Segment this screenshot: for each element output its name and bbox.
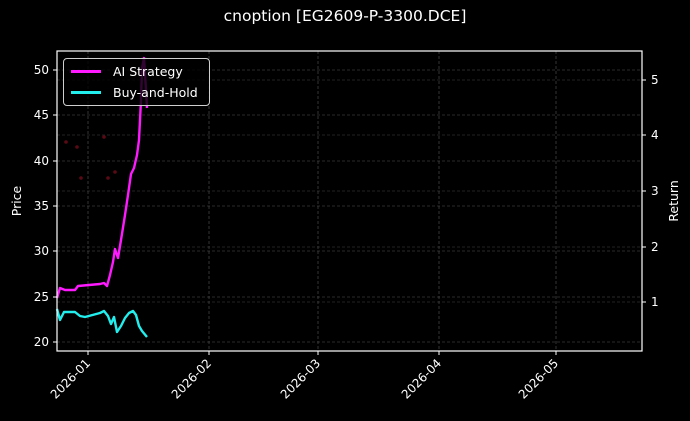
right-tick-label: 1 <box>651 295 659 309</box>
right-tick-label: 3 <box>651 184 659 198</box>
x-tick-label: 2026-03 <box>278 356 323 401</box>
x-tick-label: 2026-04 <box>399 356 444 401</box>
chart-title: cnoption [EG2609-P-3300.DCE] <box>223 7 467 25</box>
left-tick-label: 50 <box>34 63 49 77</box>
left-axis-label: Price <box>9 185 24 216</box>
legend-label: AI Strategy <box>113 63 183 79</box>
left-tick-label: 25 <box>34 290 49 304</box>
left-tick-label: 30 <box>34 244 49 258</box>
plot-frame <box>56 50 643 352</box>
x-tick-label: 2026-01 <box>48 356 93 401</box>
left-tick-label: 20 <box>34 335 49 349</box>
price-dot <box>102 135 106 139</box>
left-tick-label: 35 <box>34 199 49 213</box>
legend: AI Strategy Buy-and-Hold <box>63 58 210 106</box>
right-tick-label: 4 <box>651 128 659 142</box>
price-dot <box>106 176 110 180</box>
legend-item-ai-strategy: AI Strategy <box>71 62 183 80</box>
legend-swatch-ai-strategy <box>71 69 101 73</box>
right-tick-label: 5 <box>651 73 659 87</box>
x-tick-label: 2026-02 <box>169 356 214 401</box>
x-tick-label: 2026-05 <box>516 356 561 401</box>
price-dot <box>75 145 79 149</box>
right-axis-label: Return <box>666 180 681 221</box>
right-tick-label: 2 <box>651 240 659 254</box>
buy-and-hold-line <box>55 308 148 338</box>
price-scatter <box>64 135 117 180</box>
left-tick-label: 40 <box>34 154 49 168</box>
price-dot <box>79 176 83 180</box>
legend-item-buy-and-hold: Buy-and-Hold <box>71 83 198 101</box>
price-dot <box>113 170 117 174</box>
legend-label: Buy-and-Hold <box>113 84 198 100</box>
left-tick-label: 45 <box>34 108 49 122</box>
legend-swatch-buy-and-hold <box>71 90 101 94</box>
price-dot <box>64 140 68 144</box>
